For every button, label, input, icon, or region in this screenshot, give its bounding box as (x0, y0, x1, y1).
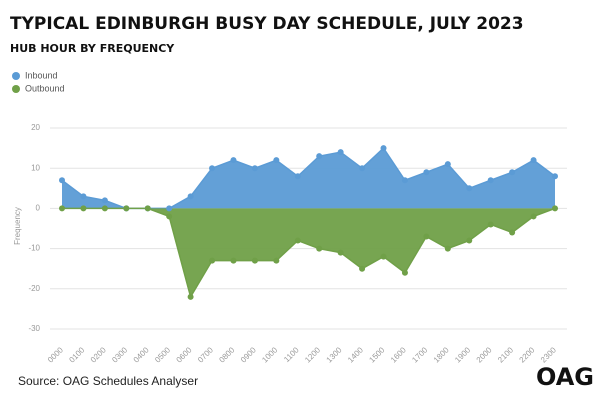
point (101, 197, 108, 204)
x-tick-label: 1200 (303, 345, 322, 364)
x-tick-label: 1900 (453, 345, 472, 364)
x-tick-label: 0900 (239, 345, 258, 364)
y-tick-label: 20 (31, 123, 40, 132)
chart-subtitle: HUB HOUR BY FREQUENCY (10, 42, 175, 55)
x-tick-label: 0800 (217, 345, 236, 364)
source: Source: OAG Schedules Analyser (18, 374, 198, 388)
point (101, 205, 108, 212)
point (552, 205, 558, 212)
point (80, 205, 87, 212)
point (401, 269, 408, 276)
point (144, 205, 151, 212)
point (273, 257, 280, 264)
line (62, 207, 556, 299)
point (230, 157, 237, 164)
x-tick-label: 0300 (110, 345, 129, 364)
x-tick-label: 0100 (67, 345, 86, 364)
y-tick-label: -30 (28, 324, 40, 333)
point (466, 237, 473, 244)
y-tick-label: -10 (28, 244, 40, 253)
x-tick-label: 2300 (539, 345, 558, 364)
point (273, 157, 280, 164)
point (251, 165, 258, 172)
point (337, 249, 344, 256)
x-tick-label: 0600 (175, 345, 194, 364)
point (337, 149, 344, 156)
point (380, 253, 387, 260)
point (359, 265, 366, 272)
legend-label: Inbound (25, 70, 58, 80)
x-tick-label: 0200 (89, 345, 108, 364)
y-tick-label: 0 (36, 204, 41, 213)
point (444, 161, 451, 168)
x-tick-label: 2100 (496, 345, 515, 364)
point (123, 205, 130, 212)
legend-marker (12, 72, 20, 80)
x-tick-label: 2200 (518, 345, 537, 364)
point (187, 193, 194, 200)
x-tick-label: 1300 (325, 345, 344, 364)
point (423, 233, 430, 240)
point (380, 145, 387, 152)
point (166, 213, 173, 220)
point (530, 213, 537, 220)
point (466, 185, 473, 192)
point (487, 177, 494, 184)
x-tick-label: 0400 (132, 345, 151, 364)
x-tick-label: 1500 (367, 345, 386, 364)
area (62, 148, 555, 209)
point (209, 257, 216, 264)
point (316, 245, 323, 252)
x-tick-label: 1600 (389, 345, 408, 364)
point (530, 157, 537, 164)
point (509, 169, 516, 176)
chart-title: TYPICAL EDINBURGH BUSY DAY SCHEDULE, JUL… (10, 14, 524, 34)
x-tick-label: 2000 (475, 345, 494, 364)
legend-marker (12, 85, 20, 93)
y-tick-label: 10 (31, 163, 40, 172)
area (62, 208, 555, 297)
x-tick-label: 1100 (282, 345, 301, 364)
point (294, 173, 301, 180)
logo: OAG (536, 363, 594, 391)
point (59, 177, 65, 184)
legend-label: Outbound (25, 83, 65, 93)
point (187, 293, 194, 300)
point (509, 229, 516, 236)
x-tick-label: 1800 (432, 345, 451, 364)
x-tick-label: 0500 (153, 345, 172, 364)
x-tick-label: 1400 (346, 345, 365, 364)
x-tick-label: 1700 (410, 345, 429, 364)
y-tick-label: -20 (28, 284, 40, 293)
x-tick-label: 1000 (260, 345, 279, 364)
point (59, 205, 65, 212)
point (401, 177, 408, 184)
y-axis-label: Frequency (13, 207, 22, 245)
point (251, 257, 258, 264)
point (80, 193, 87, 200)
point (294, 237, 301, 244)
point (552, 173, 558, 180)
point (166, 205, 173, 212)
x-tick-label: 0000 (46, 345, 65, 364)
point (359, 165, 366, 172)
point (230, 257, 237, 264)
point (444, 245, 451, 252)
point (423, 169, 430, 176)
x-tick-label: 0700 (196, 345, 215, 364)
point (487, 221, 494, 228)
point (209, 165, 216, 172)
point (316, 153, 323, 160)
